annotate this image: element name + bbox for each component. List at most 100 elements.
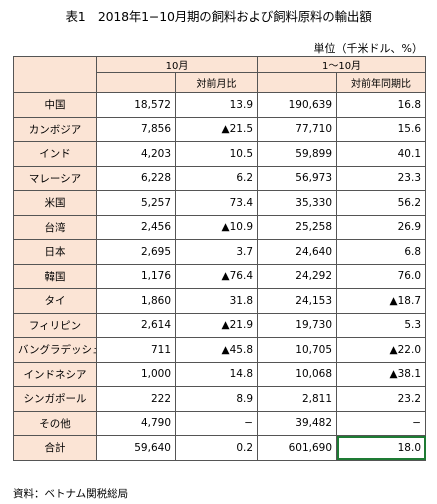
cell-yoy: 18.0 (336, 435, 427, 461)
table-row: その他 4,790−39,482− (13, 410, 427, 436)
cell-yoy: ▲22.0 (336, 337, 427, 363)
cell-mom: 10.5 (174, 141, 259, 167)
cell-oct: 1,176 (96, 263, 176, 289)
cell-oct: 1,860 (96, 288, 176, 314)
header-period-ytd: 1〜10月 (257, 56, 427, 73)
cell-ytd: 25,258 (257, 214, 338, 240)
table-row: バングラデッシュ 711 ▲45.8 10,705 ▲22.0 (13, 337, 427, 363)
cell-ytd: 2,811 (257, 386, 338, 412)
table-row: 日本 2,695 3.7 24,640 6.8 (13, 239, 427, 265)
cell-yoy: 76.0 (336, 263, 427, 289)
table-row: インド 4,203 10.5 59,899 40.1 (13, 141, 427, 167)
cell-mom: 14.8 (174, 361, 259, 387)
cell-yoy: 56.2 (336, 190, 427, 216)
table-row: 台湾 2,456 ▲10.9 25,258 26.9 (13, 214, 427, 240)
cell-yoy: 16.8 (336, 92, 427, 118)
cell-mom: 0.2 (174, 435, 259, 461)
country-name: タイ (13, 288, 97, 314)
cell-yoy: 23.3 (336, 165, 427, 191)
cell-mom: − (174, 410, 259, 436)
table-row: 米国 5,257 73.4 35,330 56.2 (13, 190, 427, 216)
cell-oct: 4,790 (96, 410, 176, 436)
cell-ytd: 35,330 (257, 190, 338, 216)
cell-oct: 7,856 (96, 116, 176, 142)
cell-yoy: ▲38.1 (336, 361, 427, 387)
cell-ytd: 56,973 (257, 165, 338, 191)
country-name: 韓国 (13, 263, 97, 289)
cell-mom: ▲21.9 (174, 312, 259, 338)
cell-ytd: 19,730 (257, 312, 338, 338)
country-name: 日本 (13, 239, 97, 265)
cell-oct: 4,203 (96, 141, 176, 167)
cell-yoy: 40.1 (336, 141, 427, 167)
country-name: インド (13, 141, 97, 167)
cell-mom: 8.9 (174, 386, 259, 412)
cell-mom: 6.2 (174, 165, 259, 191)
cell-oct: 2,456 (96, 214, 176, 240)
export-table: 10月 1〜10月 対前月比 対前年同期比 中国 18,572 13.9 190,63… (13, 56, 427, 461)
table-row: シンガポール 222 8.9 2,811 23.2 (13, 386, 427, 412)
cell-yoy: − (336, 410, 427, 436)
cell-mom: ▲21.5 (174, 116, 259, 142)
country-name: インドネシア (13, 361, 97, 387)
cell-mom: ▲76.4 (174, 263, 259, 289)
cell-oct: 1,000 (96, 361, 176, 387)
cell-ytd: 601,690 (257, 435, 338, 461)
unit-label: 単位（千米ドル、%） (313, 42, 423, 55)
country-name: マレーシア (13, 165, 97, 191)
country-name: 合計 (13, 435, 97, 461)
header-country (13, 56, 97, 93)
cell-mom: 13.9 (174, 92, 259, 118)
cell-oct: 59,640 (96, 435, 176, 461)
country-name: カンボジア (13, 116, 97, 142)
table-row: カンボジア 7,856 ▲21.5 77,710 15.6 (13, 116, 427, 142)
table-row: 韓国 1,176 ▲76.4 24,292 76.0 (13, 263, 427, 289)
header-mom: 対前月比 (174, 72, 259, 93)
cell-ytd: 10,705 (257, 337, 338, 363)
cell-oct: 5,257 (96, 190, 176, 216)
cell-mom: ▲10.9 (174, 214, 259, 240)
country-name: その他 (13, 410, 97, 436)
country-name: 米国 (13, 190, 97, 216)
cell-ytd: 24,292 (257, 263, 338, 289)
cell-yoy: 23.2 (336, 386, 427, 412)
cell-yoy: 5.3 (336, 312, 427, 338)
cell-oct: 222 (96, 386, 176, 412)
cell-yoy: 26.9 (336, 214, 427, 240)
cell-yoy: 15.6 (336, 116, 427, 142)
header-row-metrics: 対前月比 対前年同期比 (14, 72, 427, 93)
country-name: 中国 (13, 92, 97, 118)
header-ytd-value (257, 72, 338, 93)
cell-yoy: 6.8 (336, 239, 427, 265)
country-name: 台湾 (13, 214, 97, 240)
header-oct-value (96, 72, 176, 93)
table-title: 表1 2018年1−10月期の飼料および飼料原料の輸出額 (65, 9, 372, 24)
cell-mom: 73.4 (174, 190, 259, 216)
table-row: 中国 18,572 13.9 190,639 16.8 (13, 92, 427, 118)
cell-ytd: 59,899 (257, 141, 338, 167)
header-row-periods: 10月 1〜10月 (13, 56, 427, 93)
cell-ytd: 24,640 (257, 239, 338, 265)
cell-ytd: 77,710 (257, 116, 338, 142)
table-row: フィリピン 2,614 ▲21.9 19,730 5.3 (13, 312, 427, 338)
header-period-oct: 10月 (95, 56, 259, 73)
cell-oct: 6,228 (96, 165, 176, 191)
cell-oct: 2,614 (96, 312, 176, 338)
cell-mom: 31.8 (174, 288, 259, 314)
country-name: フィリピン (13, 312, 97, 338)
cell-yoy: ▲18.7 (336, 288, 427, 314)
cell-ytd: 10,068 (257, 361, 338, 387)
table-row: タイ 1,860 31.8 24,153 ▲18.7 (13, 288, 427, 314)
cell-oct: 2,695 (96, 239, 176, 265)
cell-ytd: 39,482 (257, 410, 338, 436)
table-row: インドネシア 1,000 14.8 10,068 ▲38.1 (13, 361, 427, 387)
table-row: マレーシア 6,228 6.2 56,973 23.3 (13, 165, 427, 191)
country-name: シンガポール (13, 386, 97, 412)
cell-ytd: 190,639 (257, 92, 338, 118)
cell-mom: 3.7 (174, 239, 259, 265)
header-yoy: 対前年同期比 (336, 72, 427, 93)
cell-oct: 18,572 (96, 92, 176, 118)
country-name: バングラデッシュ (13, 337, 97, 363)
cell-mom: ▲45.8 (174, 337, 259, 363)
cell-oct: 711 (96, 337, 176, 363)
